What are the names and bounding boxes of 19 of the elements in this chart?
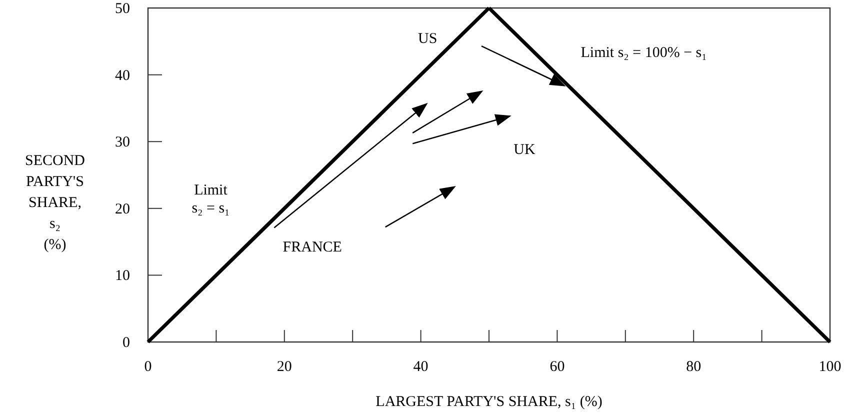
x-tick-label: 40 [413,359,428,375]
y-tick-label: 20 [115,201,130,218]
x-tick-label: 80 [686,359,702,375]
annotation: US [418,31,438,48]
x-axis-title: LARGEST PARTY'S SHARE, s₁ (%) [376,394,602,410]
y-tick-label: 30 [115,134,130,151]
x-tick-label: 60 [550,359,565,375]
annotation: FRANCE [282,239,342,256]
y-axis-title: SECOND PARTY'S SHARE, s₂ (%) [24,153,86,253]
x-tick-label: 0 [144,359,152,375]
y-tick-label: 10 [115,268,130,284]
x-tick-label: 100 [818,359,842,375]
y-tick-label: 40 [115,68,130,84]
annotation: Limit s₂ = 100% − s₁ [580,45,707,62]
x-tick-label: 20 [276,359,292,375]
y-tick-label: 50 [115,1,130,17]
y-tick-label: 0 [122,335,130,351]
annotation: Limit s₂ = s₁ [192,182,230,216]
annotation: UK [514,142,536,158]
